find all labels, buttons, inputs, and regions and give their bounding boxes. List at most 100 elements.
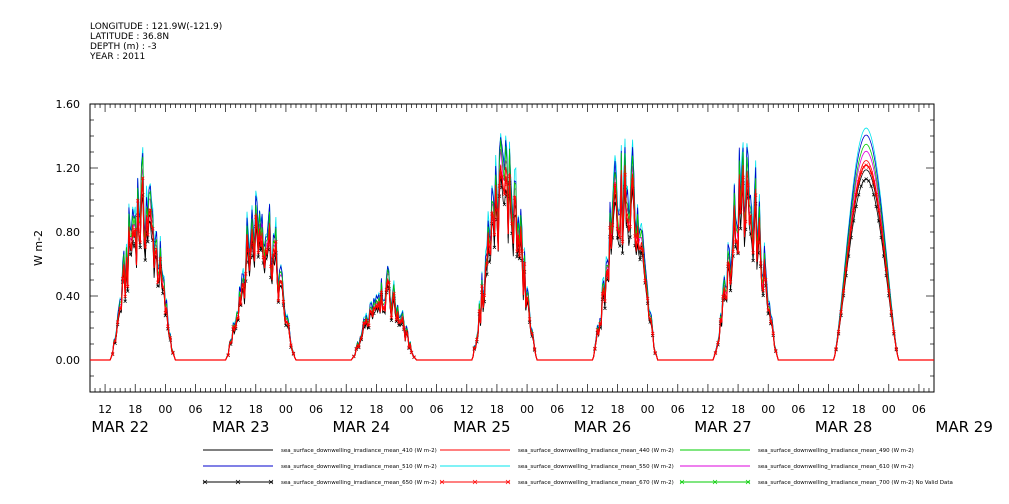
series-marker (512, 196, 517, 200)
series-marker (402, 326, 406, 330)
series-marker (861, 165, 866, 169)
series-marker (291, 351, 296, 356)
legend-label: sea_surface_downwelling_irradiance_mean_… (281, 464, 437, 470)
x-tick-label: 06 (550, 403, 564, 416)
series-marker (238, 302, 243, 306)
x-tick-label: 18 (611, 403, 625, 416)
x-tick-label: 06 (912, 403, 926, 416)
series-marker (399, 319, 404, 323)
series-marker (510, 221, 514, 226)
series-marker (623, 173, 627, 177)
series-marker (228, 340, 233, 345)
series-marker (748, 213, 753, 218)
series-marker (125, 284, 130, 289)
x-tick-label: 12 (822, 403, 836, 416)
series-marker (736, 250, 740, 255)
x-tick-label: 18 (731, 403, 745, 416)
series-marker (598, 322, 602, 326)
series-marker (251, 243, 256, 247)
series-marker (359, 336, 364, 340)
series-marker (871, 180, 876, 184)
series-marker (869, 184, 873, 188)
series-marker (864, 177, 868, 181)
series-marker (238, 303, 243, 308)
legend-label: sea_surface_downwelling_irradiance_mean_… (518, 480, 674, 486)
x-tick-label: 18 (128, 403, 142, 416)
series-marker (517, 254, 522, 258)
series-marker (746, 183, 750, 187)
series-marker (849, 226, 853, 230)
series-marker (389, 315, 394, 320)
series-marker (171, 350, 175, 355)
series-marker (728, 288, 733, 293)
x-tick-label: 06 (309, 403, 323, 416)
series-marker (289, 343, 293, 348)
series-marker (387, 280, 391, 285)
legend-marker (712, 479, 718, 485)
x-tick-label: 18 (852, 403, 866, 416)
series-marker (490, 212, 494, 216)
series-marker (638, 246, 642, 251)
series-marker (153, 251, 158, 255)
series-marker (645, 296, 650, 301)
series-marker (472, 346, 477, 350)
legend-marker (235, 479, 241, 485)
series-marker (758, 261, 763, 265)
x-day-label: MAR 23 (212, 418, 269, 436)
series-marker (613, 183, 617, 188)
series-marker (125, 289, 130, 293)
series-marker (497, 184, 502, 188)
series-marker (482, 293, 487, 298)
series-marker (751, 251, 755, 255)
series-marker (620, 251, 625, 255)
series-marker (249, 248, 253, 252)
series-marker (384, 287, 389, 292)
series-marker (866, 165, 871, 169)
legend-label: sea_surface_downwelling_irradiance_mean_… (758, 448, 914, 454)
series-marker (146, 240, 150, 244)
x-tick-label: 06 (671, 403, 685, 416)
x-tick-label: 18 (490, 403, 504, 416)
series-marker (515, 254, 519, 259)
series-marker (264, 249, 268, 254)
series-marker (520, 249, 524, 253)
series-marker (130, 230, 135, 234)
series-marker (357, 344, 361, 349)
series-marker (254, 215, 258, 219)
series-marker (389, 318, 394, 323)
series-line (90, 160, 934, 361)
legend-label: sea_surface_downwelling_irradiance_mean_… (518, 448, 674, 454)
y-axis-label: W m-2 (32, 230, 45, 266)
series-marker (854, 204, 858, 209)
series-marker (507, 174, 512, 178)
series-marker (271, 254, 276, 258)
series-marker (716, 340, 720, 345)
series-marker (259, 244, 263, 248)
series-marker (892, 329, 896, 334)
series-marker (763, 278, 768, 282)
series-marker (146, 233, 150, 237)
series-marker (603, 299, 607, 303)
series-marker (527, 317, 532, 321)
series-marker (492, 232, 497, 237)
series-marker (733, 245, 738, 249)
series-marker (874, 204, 878, 209)
series-marker (374, 304, 379, 308)
series-marker (726, 262, 730, 266)
series-marker (610, 223, 615, 227)
series-marker (628, 224, 632, 229)
series-marker (138, 245, 142, 250)
x-tick-label: 06 (791, 403, 805, 416)
series-markers (110, 177, 899, 360)
series-marker (161, 285, 165, 289)
x-tick-label: 12 (701, 403, 715, 416)
series-marker (864, 163, 868, 167)
x-tick-label: 06 (189, 403, 203, 416)
x-day-label: MAR 29 (935, 418, 992, 436)
series-marker (158, 257, 163, 261)
y-tick-label: 0.40 (56, 290, 81, 303)
series-marker (731, 249, 735, 254)
series-marker (115, 320, 120, 324)
year-line: YEAR : 2011 (90, 52, 146, 62)
series-marker (738, 210, 743, 214)
